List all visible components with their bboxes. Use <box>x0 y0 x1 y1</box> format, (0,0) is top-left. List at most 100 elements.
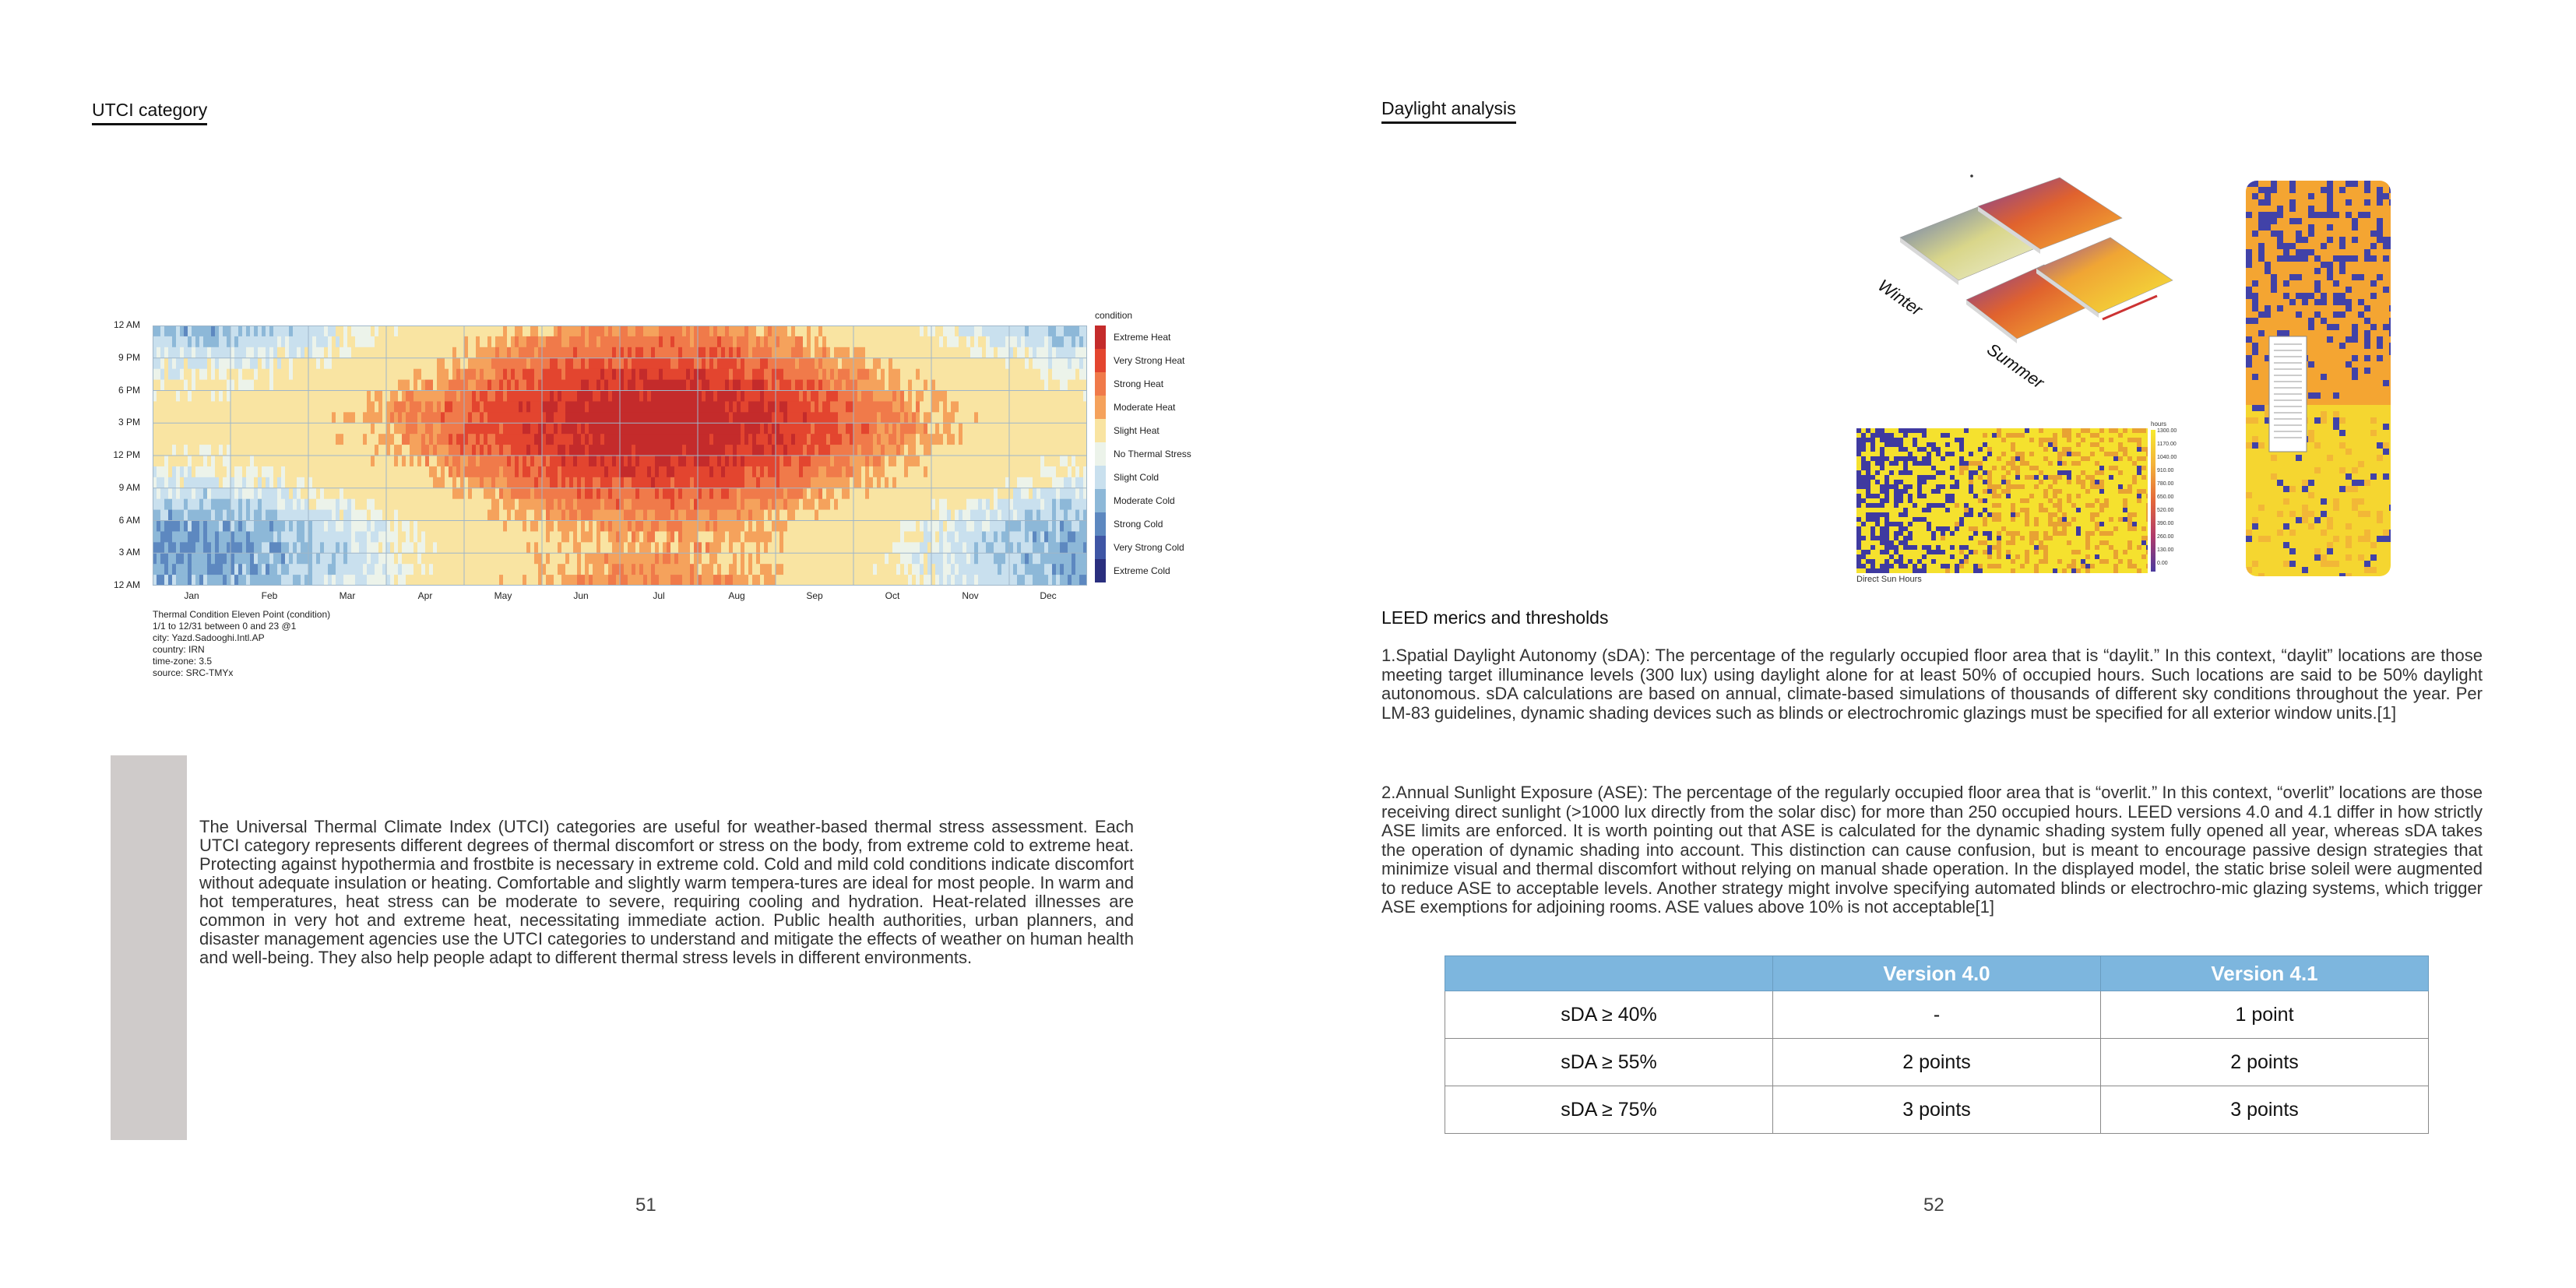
legend-swatch <box>1095 396 1106 419</box>
legend-swatch <box>1095 442 1106 466</box>
table-header-cell <box>1445 956 1773 991</box>
summer-label: Summer <box>1983 340 2049 393</box>
heatmap-legend: Extreme Heat Very Strong Heat Strong Heat M… <box>1095 326 1191 582</box>
table-cell: 3 points <box>2101 1086 2429 1134</box>
hours-tick-label: 910.00 <box>2157 468 2173 473</box>
legend-swatch <box>1095 489 1106 512</box>
table-row: sDA ≥ 40% - 1 point <box>1445 991 2429 1039</box>
table-cell: 2 points <box>2101 1039 2429 1086</box>
page-title-utci: UTCI category <box>92 100 207 125</box>
legend-label: Moderate Cold <box>1114 495 1175 506</box>
utci-heatmap <box>153 326 1087 586</box>
hours-tick-label: 260.00 <box>2157 534 2173 540</box>
utci-body-text: The Universal Thermal Climate Index (UTC… <box>199 818 1134 967</box>
legend-swatch <box>1095 372 1106 396</box>
direct-sun-hours-map <box>1856 428 2148 573</box>
y-tick-label: 6 AM <box>86 515 140 526</box>
table-cell: 3 points <box>1773 1086 2101 1134</box>
legend-entry: No Thermal Stress <box>1095 442 1191 466</box>
page-number-right: 52 <box>1923 1195 1944 1216</box>
table-cell: sDA ≥ 40% <box>1445 991 1773 1039</box>
y-tick-label: 3 AM <box>86 547 140 558</box>
legend-label: Slight Heat <box>1114 425 1160 436</box>
x-tick-label: Oct <box>869 590 916 601</box>
leed-table: Version 4.0 Version 4.1 sDA ≥ 40% - 1 po… <box>1445 955 2429 1134</box>
hours-tick-label: 1170.00 <box>2157 442 2177 447</box>
y-tick-label: 9 AM <box>86 482 140 493</box>
leed-heading: LEED merics and thresholds <box>1381 607 1608 628</box>
page-number-left: 51 <box>635 1195 656 1216</box>
legend-label: Extreme Cold <box>1114 565 1170 576</box>
y-tick-label: 9 PM <box>86 352 140 363</box>
meta-line: city: Yazd.Sadooghi.Intl.AP <box>153 632 542 644</box>
x-tick-label: Jul <box>635 590 682 601</box>
legend-label: Extreme Heat <box>1114 332 1170 343</box>
legend-swatch <box>1095 536 1106 559</box>
legend-swatch <box>1095 466 1106 489</box>
legend-label: No Thermal Stress <box>1114 449 1191 459</box>
legend-entry: Slight Cold <box>1095 466 1191 489</box>
legend-label: Strong Cold <box>1114 519 1163 530</box>
legend-entry: Strong Cold <box>1095 512 1191 536</box>
hours-tick-label: 1040.00 <box>2157 455 2177 460</box>
x-tick-label: Nov <box>947 590 994 601</box>
seasonal-sun-diagram: Winter Summer <box>1853 171 2196 397</box>
legend-entry: Extreme Heat <box>1095 326 1191 349</box>
legend-entry: Moderate Cold <box>1095 489 1191 512</box>
legend-label: Strong Heat <box>1114 378 1163 389</box>
hours-tick-label: 780.00 <box>2157 481 2173 487</box>
meta-line: time-zone: 3.5 <box>153 656 542 667</box>
hours-tick-label: 520.00 <box>2157 508 2173 513</box>
legend-entry: Very Strong Heat <box>1095 349 1191 372</box>
x-tick-label: Dec <box>1025 590 1072 601</box>
hours-scale-title: hours <box>2151 421 2166 428</box>
legend-title: condition <box>1095 310 1132 321</box>
y-tick-label: 12 PM <box>86 449 140 460</box>
x-tick-label: Sep <box>791 590 838 601</box>
table-cell: 2 points <box>1773 1039 2101 1086</box>
x-tick-label: Feb <box>246 590 293 601</box>
floor-plan-sun-map <box>2246 181 2391 576</box>
page-title-daylight: Daylight analysis <box>1381 98 1516 124</box>
sda-paragraph: 1.Spatial Daylight Autonomy (sDA): The p… <box>1381 646 2483 723</box>
legend-label: Moderate Heat <box>1114 402 1175 413</box>
ase-paragraph: 2.Annual Sunlight Exposure (ASE): The pe… <box>1381 783 2483 917</box>
table-cell: sDA ≥ 55% <box>1445 1039 1773 1086</box>
hours-tick-label: 650.00 <box>2157 494 2173 500</box>
x-tick-label: Aug <box>713 590 760 601</box>
y-tick-label: 12 AM <box>86 319 140 330</box>
heatmap-svg <box>153 326 1087 586</box>
y-tick-label: 3 PM <box>86 417 140 428</box>
legend-label: Very Strong Cold <box>1114 542 1184 553</box>
hours-colorbar <box>2151 430 2155 572</box>
decorative-sidebar <box>111 755 187 1140</box>
table-header-cell: Version 4.0 <box>1773 956 2101 991</box>
x-tick-label: Mar <box>324 590 371 601</box>
legend-entry: Very Strong Cold <box>1095 536 1191 559</box>
legend-swatch <box>1095 326 1106 349</box>
hours-tick-label: 130.00 <box>2157 547 2173 553</box>
meta-line: Thermal Condition Eleven Point (conditio… <box>153 609 542 621</box>
hours-tick-label: 390.00 <box>2157 521 2173 526</box>
hours-tick-label: 0.00 <box>2157 561 2168 566</box>
legend-label: Slight Cold <box>1114 472 1159 483</box>
y-tick-label: 6 PM <box>86 385 140 396</box>
legend-entry: Moderate Heat <box>1095 396 1191 419</box>
x-tick-label: May <box>480 590 526 601</box>
hours-scale: hours 1300.00 1170.00 1040.00 910.00 780.00 6… <box>2151 425 2179 573</box>
x-tick-label: Jun <box>558 590 604 601</box>
legend-swatch <box>1095 419 1106 442</box>
meta-line: 1/1 to 12/31 between 0 and 23 @1 <box>153 621 542 632</box>
table-cell: 1 point <box>2101 991 2429 1039</box>
table-header-row: Version 4.0 Version 4.1 <box>1445 956 2429 991</box>
heatmap-metadata: Thermal Condition Eleven Point (conditio… <box>153 609 542 679</box>
table-row: sDA ≥ 75% 3 points 3 points <box>1445 1086 2429 1134</box>
table-header-cell: Version 4.1 <box>2101 956 2429 991</box>
table-cell: - <box>1773 991 2101 1039</box>
y-tick-label: 12 AM <box>86 579 140 590</box>
winter-label: Winter <box>1874 276 1927 321</box>
meta-line: source: SRC-TMYx <box>153 667 542 679</box>
direct-sun-hours-caption: Direct Sun Hours <box>1856 575 1922 584</box>
legend-label: Very Strong Heat <box>1114 355 1184 366</box>
x-tick-label: Jan <box>168 590 215 601</box>
